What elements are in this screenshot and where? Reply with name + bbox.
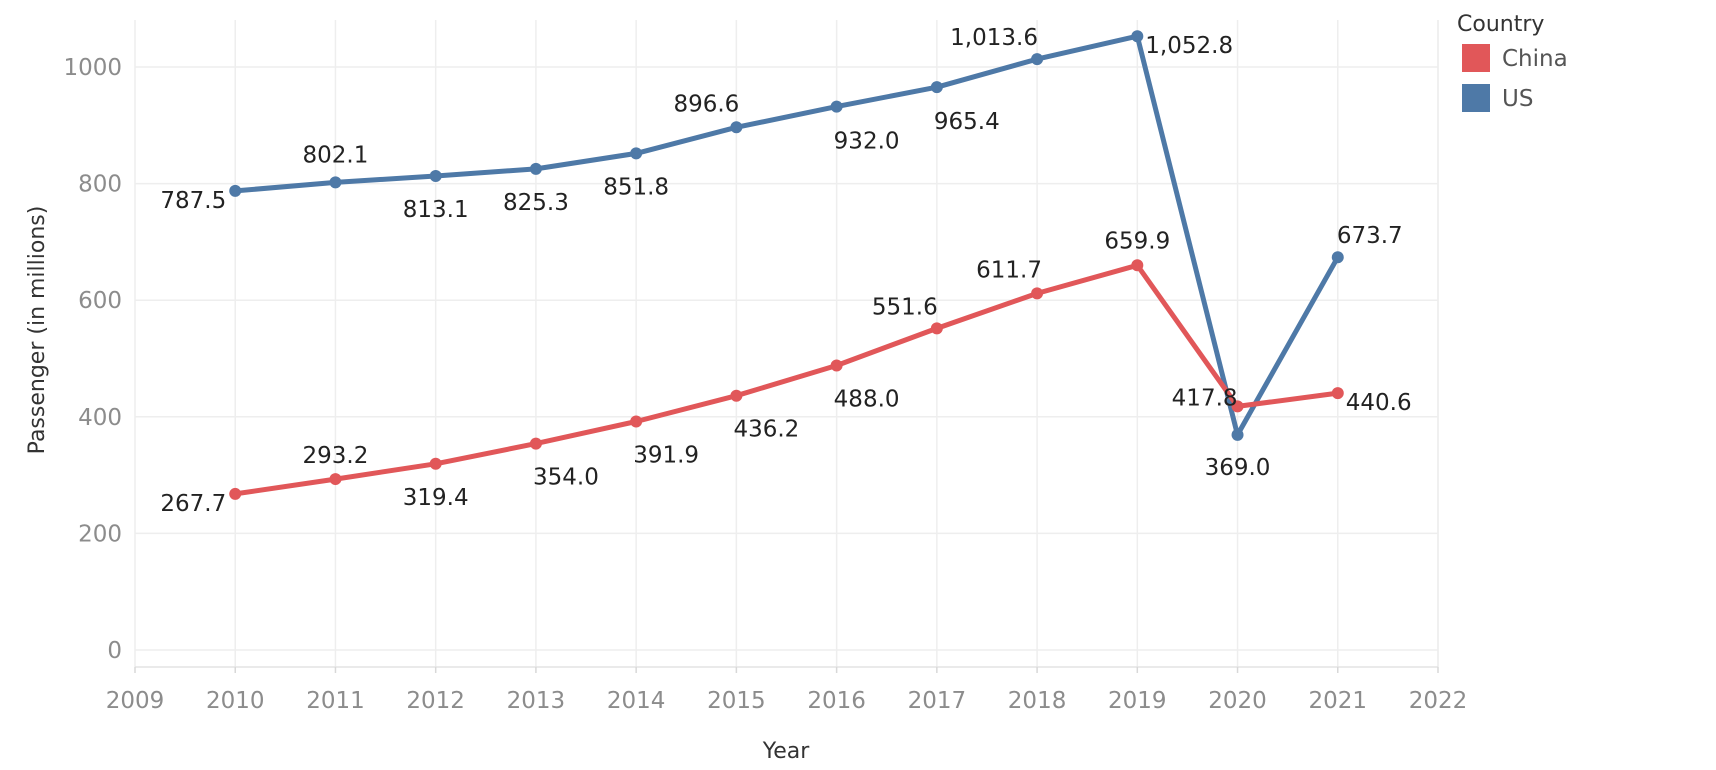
data-label-china: 354.0 bbox=[533, 465, 599, 491]
series-lines bbox=[232, 33, 1341, 497]
x-tick-label: 2012 bbox=[406, 688, 465, 714]
data-label-china: 319.4 bbox=[403, 485, 469, 511]
data-label-us: 1,013.6 bbox=[950, 25, 1038, 51]
axes: 0 200 400 600 800 1000 2009 2010 2011 2012 2013 201… bbox=[25, 55, 1467, 764]
y-tick-label: 800 bbox=[78, 172, 122, 198]
y-tick-label: 600 bbox=[78, 288, 122, 314]
data-label-china: 293.2 bbox=[303, 443, 369, 469]
x-tick-label: 2014 bbox=[607, 688, 666, 714]
x-tick-label: 2010 bbox=[206, 688, 265, 714]
legend-swatch-china bbox=[1462, 44, 1490, 72]
legend-label-us: US bbox=[1502, 86, 1533, 112]
x-tick-label: 2022 bbox=[1409, 688, 1468, 714]
x-tick-label: 2017 bbox=[908, 688, 967, 714]
data-point-china bbox=[329, 473, 342, 486]
y-tick-label: 400 bbox=[78, 405, 122, 431]
data-points bbox=[229, 30, 1344, 500]
data-label-us: 825.3 bbox=[503, 190, 569, 216]
data-point-china bbox=[429, 457, 442, 470]
x-tick-label: 2015 bbox=[707, 688, 766, 714]
data-point-us bbox=[529, 162, 542, 175]
data-label-china: 267.7 bbox=[160, 491, 226, 517]
data-point-china bbox=[229, 487, 242, 500]
x-tick-label: 2021 bbox=[1308, 688, 1367, 714]
data-label-us: 813.1 bbox=[403, 197, 469, 223]
data-point-china bbox=[830, 359, 843, 372]
data-label-us: 851.8 bbox=[603, 174, 669, 200]
data-point-us bbox=[429, 169, 442, 182]
y-tick-label: 200 bbox=[78, 521, 122, 547]
data-label-us: 787.5 bbox=[160, 188, 226, 214]
data-label-china: 611.7 bbox=[976, 257, 1042, 283]
data-label-us: 932.0 bbox=[834, 129, 900, 155]
data-point-china bbox=[930, 322, 943, 335]
x-tick-label: 2011 bbox=[306, 688, 365, 714]
data-label-china: 391.9 bbox=[633, 443, 699, 469]
data-point-us bbox=[229, 184, 242, 197]
data-label-us: 673.7 bbox=[1337, 223, 1403, 249]
data-label-china: 440.6 bbox=[1346, 390, 1412, 416]
data-label-china: 417.8 bbox=[1172, 385, 1238, 411]
data-label-us: 965.4 bbox=[934, 109, 1000, 135]
gridlines bbox=[134, 20, 1439, 667]
data-label-us: 369.0 bbox=[1205, 455, 1271, 481]
x-tick-label: 2016 bbox=[807, 688, 866, 714]
data-point-us bbox=[1331, 251, 1344, 264]
data-point-china bbox=[529, 437, 542, 450]
data-label-us: 1,052.8 bbox=[1145, 33, 1233, 59]
x-tick-label: 2020 bbox=[1208, 688, 1267, 714]
data-label-china: 659.9 bbox=[1104, 228, 1170, 254]
x-tick-label: 2019 bbox=[1108, 688, 1167, 714]
legend-title: Country bbox=[1457, 12, 1544, 37]
y-axis-title: Passenger (in millions) bbox=[25, 206, 50, 455]
x-tick-label: 2013 bbox=[507, 688, 566, 714]
data-point-us bbox=[830, 100, 843, 113]
data-label-china: 551.6 bbox=[872, 294, 938, 320]
legend: Country China US bbox=[1457, 12, 1568, 112]
data-label-china: 436.2 bbox=[733, 417, 799, 443]
data-point-us bbox=[930, 81, 943, 94]
data-point-us bbox=[730, 121, 743, 134]
data-label-china: 488.0 bbox=[834, 386, 900, 412]
data-point-china bbox=[1331, 387, 1344, 400]
x-axis-title: Year bbox=[762, 739, 811, 764]
x-tick-label: 2009 bbox=[106, 688, 165, 714]
data-point-china bbox=[1231, 400, 1244, 413]
data-point-china bbox=[1131, 259, 1144, 272]
legend-label-china: China bbox=[1502, 46, 1568, 72]
data-point-us bbox=[329, 176, 342, 189]
legend-swatch-us bbox=[1462, 84, 1490, 112]
data-label-us: 896.6 bbox=[673, 91, 739, 117]
x-tick-label: 2018 bbox=[1008, 688, 1067, 714]
series-line-china bbox=[232, 262, 1341, 497]
series-line-us bbox=[232, 33, 1341, 438]
data-point-china bbox=[630, 415, 643, 428]
data-point-china bbox=[730, 389, 743, 402]
data-label-us: 802.1 bbox=[303, 142, 369, 168]
data-point-us bbox=[1231, 428, 1244, 441]
data-point-us bbox=[1131, 30, 1144, 43]
data-point-us bbox=[1031, 53, 1044, 66]
data-labels: 787.5 802.1 813.1 825.3 851.8 896.6 932.0 965.4… bbox=[160, 25, 1411, 517]
data-point-china bbox=[1031, 287, 1044, 300]
data-point-us bbox=[630, 147, 643, 160]
y-tick-label: 1000 bbox=[63, 55, 122, 81]
y-tick-label: 0 bbox=[107, 638, 122, 664]
